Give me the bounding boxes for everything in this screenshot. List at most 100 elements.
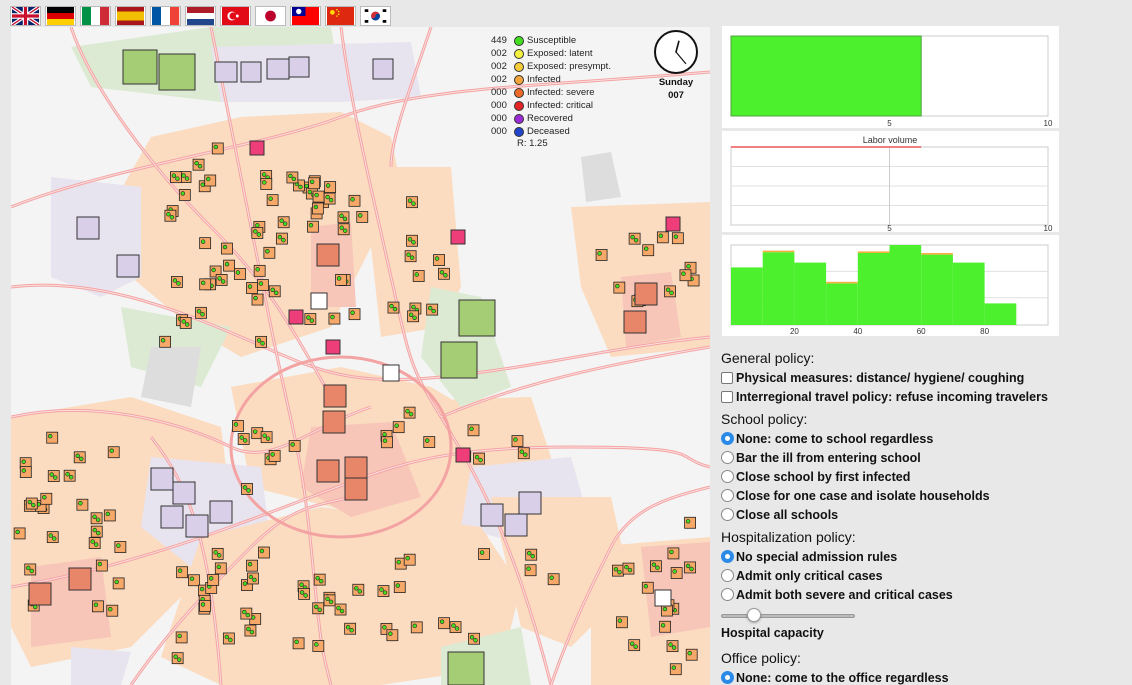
radio-button[interactable] bbox=[721, 508, 734, 521]
person-dot bbox=[325, 194, 330, 200]
person-dot bbox=[75, 453, 80, 458]
person-dot bbox=[314, 604, 319, 609]
school-policy-option[interactable]: Close school by first infected bbox=[721, 467, 1121, 486]
turkish-flag-icon[interactable] bbox=[220, 6, 251, 26]
radio-button[interactable] bbox=[721, 569, 734, 582]
school-policy-option[interactable]: Bar the ill from entering school bbox=[721, 448, 1121, 467]
person-dot bbox=[246, 626, 251, 632]
household bbox=[312, 640, 325, 652]
person-dot bbox=[291, 176, 297, 182]
household bbox=[175, 631, 188, 644]
household bbox=[255, 335, 267, 348]
building bbox=[344, 477, 368, 501]
person-dot bbox=[216, 564, 222, 570]
italian-flag-icon[interactable] bbox=[80, 6, 111, 26]
hospital-policy-option[interactable]: Admit both severe and critical cases bbox=[721, 585, 1121, 604]
chart3-bar-other bbox=[762, 250, 795, 253]
taiwanese-flag-icon[interactable] bbox=[290, 6, 321, 26]
household bbox=[63, 469, 76, 482]
person-dot bbox=[78, 501, 83, 506]
household bbox=[246, 572, 259, 585]
person-dot bbox=[407, 198, 413, 203]
german-flag-icon[interactable] bbox=[45, 6, 76, 26]
building bbox=[316, 459, 340, 483]
household bbox=[246, 559, 258, 572]
building bbox=[150, 467, 174, 491]
dutch-flag-icon[interactable] bbox=[185, 6, 216, 26]
person-dot bbox=[527, 550, 532, 556]
person-dot bbox=[27, 499, 32, 505]
person-dot bbox=[253, 429, 258, 434]
household bbox=[517, 447, 530, 460]
person-dot bbox=[21, 468, 27, 473]
household bbox=[107, 446, 120, 459]
household bbox=[209, 265, 222, 278]
household bbox=[260, 431, 273, 444]
radio-button[interactable] bbox=[721, 671, 734, 684]
office-policy-option[interactable]: None: come to the office regardless bbox=[721, 668, 1121, 685]
radio-button[interactable] bbox=[721, 588, 734, 601]
household bbox=[377, 585, 390, 597]
legend-dot-icon bbox=[514, 35, 524, 46]
household bbox=[234, 268, 246, 280]
household bbox=[661, 604, 673, 617]
person-dot bbox=[171, 173, 177, 178]
legend-dot-icon bbox=[514, 126, 524, 137]
chart3-tick: 20 bbox=[790, 327, 799, 336]
building bbox=[344, 456, 368, 480]
day-number: 007 bbox=[668, 90, 684, 101]
person-dot bbox=[395, 583, 400, 588]
general-policy-option[interactable]: Physical measures: distance/ hygiene/ co… bbox=[721, 368, 1121, 387]
checkbox[interactable] bbox=[721, 371, 733, 384]
household bbox=[90, 525, 103, 538]
person-dot bbox=[200, 280, 206, 286]
city-map[interactable]: 449 Susceptible 002 Exposed: latent 002 Expos… bbox=[11, 27, 710, 685]
household bbox=[511, 435, 524, 447]
slider-thumb[interactable] bbox=[747, 608, 762, 622]
infected-household bbox=[665, 216, 681, 232]
hospital-policy-option[interactable]: Admit only critical cases bbox=[721, 566, 1121, 585]
chinese-flag-icon[interactable] bbox=[325, 6, 356, 26]
french-flag-icon[interactable] bbox=[150, 6, 181, 26]
uk-flag-icon[interactable] bbox=[10, 6, 41, 26]
japanese-flag-icon[interactable] bbox=[255, 6, 286, 26]
person-dot bbox=[194, 160, 199, 166]
household bbox=[412, 270, 425, 282]
person-dot bbox=[624, 564, 629, 570]
person-dot bbox=[95, 517, 101, 522]
hospital-capacity-slider[interactable] bbox=[721, 608, 855, 624]
spanish-flag-icon[interactable] bbox=[115, 6, 146, 26]
person-dot bbox=[309, 179, 315, 184]
person-dot bbox=[336, 276, 342, 281]
household bbox=[304, 313, 317, 325]
radio-button[interactable] bbox=[721, 432, 734, 445]
school-policy-option[interactable]: Close all schools bbox=[721, 505, 1121, 524]
person-dot bbox=[412, 623, 417, 629]
slider-track[interactable] bbox=[721, 614, 855, 618]
household bbox=[684, 516, 696, 529]
radio-button[interactable] bbox=[721, 550, 734, 563]
person-dot bbox=[686, 264, 691, 269]
radio-button[interactable] bbox=[721, 470, 734, 483]
person-dot bbox=[389, 303, 394, 309]
general-policy-option[interactable]: Interregional travel policy: refuse inco… bbox=[721, 387, 1121, 406]
person-dot bbox=[172, 278, 178, 283]
person-dot bbox=[48, 433, 53, 439]
person-dot bbox=[668, 642, 673, 647]
day-label: Sunday 007 bbox=[651, 76, 701, 102]
person-dot bbox=[408, 411, 414, 417]
school-policy-option[interactable]: None: come to school regardless bbox=[721, 429, 1121, 448]
radio-button[interactable] bbox=[721, 489, 734, 502]
school-policy-option[interactable]: Close for one case and isolate household… bbox=[721, 486, 1121, 505]
hospital-policy-option[interactable]: No special admission rules bbox=[721, 547, 1121, 566]
person-dot bbox=[318, 578, 324, 584]
household bbox=[232, 420, 244, 432]
household bbox=[215, 274, 228, 286]
korean-flag-icon[interactable] bbox=[360, 6, 391, 26]
radio-button[interactable] bbox=[721, 451, 734, 464]
person-dot bbox=[274, 290, 279, 295]
checkbox[interactable] bbox=[721, 390, 733, 403]
household bbox=[90, 512, 103, 525]
household bbox=[179, 317, 192, 329]
person-dot bbox=[200, 182, 205, 187]
